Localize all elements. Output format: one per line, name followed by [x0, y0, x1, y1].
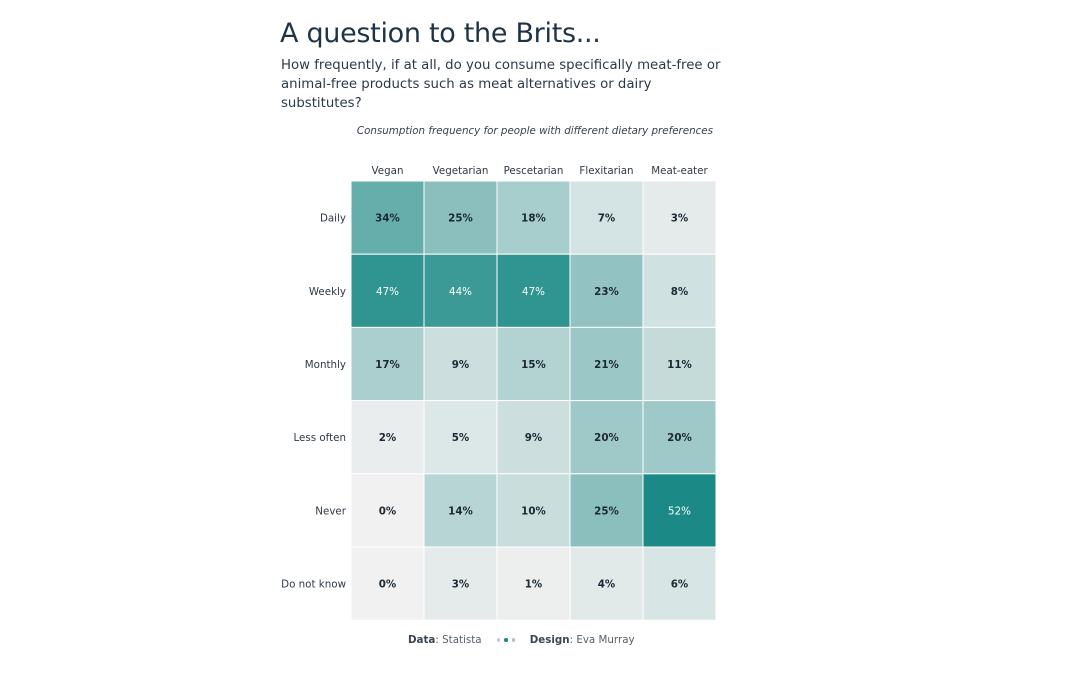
data-source-label: Data: [408, 634, 436, 646]
row-label: Less often: [293, 432, 346, 444]
heatmap-cell: [423, 400, 498, 475]
heatmap-cell: [569, 253, 644, 328]
heatmap-cell: [350, 253, 425, 328]
row-label: Do not know: [281, 579, 346, 591]
cell-value-label: 6%: [671, 579, 688, 591]
cell-value-label: 2%: [379, 432, 396, 444]
row-label: Monthly: [305, 359, 346, 371]
cell-value-label: 3%: [671, 213, 688, 225]
column-header: Pescetarian: [504, 165, 564, 177]
cell-value-label: 52%: [668, 505, 691, 517]
cell-value-label: 18%: [521, 213, 546, 225]
cell-value-label: 0%: [379, 579, 396, 591]
separator-dots: [495, 634, 518, 646]
column-header: Vegan: [372, 165, 404, 177]
heatmap-cell: [569, 546, 644, 621]
separator-dot-1: [496, 638, 501, 642]
cell-value-label: 25%: [594, 505, 619, 517]
cell-value-label: 9%: [525, 432, 542, 444]
cell-value-label: 11%: [667, 359, 692, 371]
row-label: Weekly: [309, 286, 346, 298]
heatmap-cell: [423, 473, 498, 548]
chart-subtitle: How frequently, if at all, do you consum…: [281, 58, 721, 111]
heatmap-cell: [642, 473, 717, 548]
heatmap-cell: [423, 253, 498, 328]
data-source-value: : Statista: [435, 634, 482, 646]
cell-value-label: 10%: [521, 505, 546, 517]
row-label: Daily: [320, 213, 346, 225]
cell-value-label: 9%: [452, 359, 469, 371]
cell-value-label: 44%: [449, 286, 472, 298]
chart-title: A question to the Brits...: [280, 18, 601, 49]
heatmap-cell: [496, 473, 571, 548]
cell-value-label: 14%: [448, 505, 473, 517]
footer: Data: Statista Design: Eva Murray: [408, 634, 635, 646]
heatmap-cell: [642, 546, 717, 621]
cell-value-label: 23%: [594, 286, 619, 298]
cell-value-label: 17%: [375, 359, 400, 371]
cell-value-label: 20%: [667, 432, 692, 444]
cell-value-label: 5%: [452, 432, 469, 444]
cell-value-label: 25%: [448, 213, 473, 225]
column-header: Flexitarian: [579, 165, 633, 177]
row-label: Never: [315, 505, 346, 517]
cell-value-label: 7%: [598, 213, 615, 225]
heatmap-cell: [350, 546, 425, 621]
designer-value: : Eva Murray: [569, 634, 635, 646]
cell-value-label: 8%: [671, 286, 688, 298]
cell-value-label: 21%: [594, 359, 619, 371]
cell-value-label: 20%: [594, 432, 619, 444]
heatmap-cell: [642, 180, 717, 255]
heatmap-cell: [569, 180, 644, 255]
cell-value-label: 47%: [522, 286, 545, 298]
heatmap-cell: [642, 400, 717, 475]
column-header: Vegetarian: [433, 165, 489, 177]
heatmap-cell: [350, 473, 425, 548]
cell-value-label: 1%: [525, 579, 542, 591]
cell-value-label: 47%: [376, 286, 399, 298]
heatmap-cell: [423, 546, 498, 621]
cell-value-label: 34%: [375, 213, 400, 225]
heatmap-cell: [350, 326, 425, 402]
heatmap-cell: [423, 326, 498, 402]
designer-label: Design: [529, 634, 570, 646]
heatmap-cell: [642, 253, 717, 328]
heatmap-cell: [496, 326, 571, 402]
separator-dot-2: [504, 638, 508, 642]
cell-value-label: 0%: [379, 505, 396, 517]
heatmap-cell: [496, 546, 571, 621]
cell-value-label: 4%: [598, 579, 615, 591]
heatmap-cell: [350, 400, 425, 475]
cell-value-label: 3%: [452, 579, 469, 591]
column-header: Meat-eater: [651, 165, 708, 177]
heatmap-cell: [496, 253, 571, 328]
cell-value-label: 15%: [521, 359, 546, 371]
chart-caption: Consumption frequency for people with di…: [356, 125, 713, 137]
heatmap-cell: [569, 473, 644, 548]
separator-dot-3: [511, 638, 516, 642]
